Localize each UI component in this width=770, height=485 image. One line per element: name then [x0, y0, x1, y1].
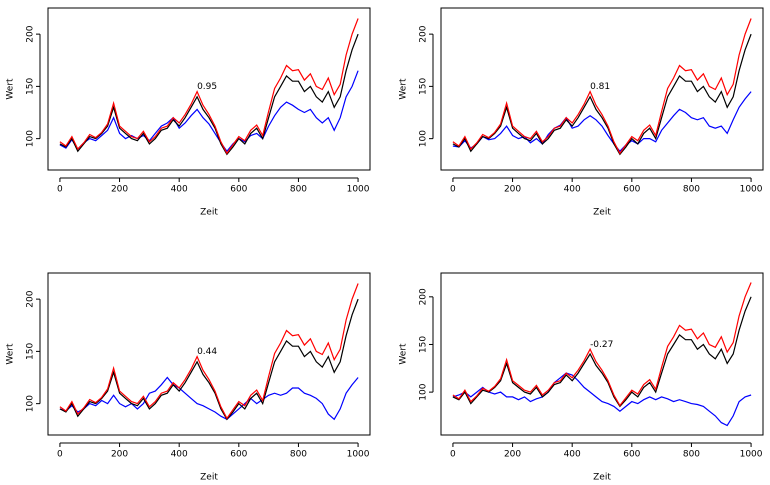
x-axis-label: Zeit [593, 208, 611, 218]
series-line [59, 298, 359, 421]
y-tick-label: 200 [26, 25, 36, 42]
y-tick-label: 100 [26, 130, 36, 147]
panel: 0 200 400 600 800 1000 100 150 200 Zeit Wert 0.81 [399, 7, 764, 218]
annotation: 0.95 [197, 82, 217, 92]
y-tick-label: 100 [419, 383, 429, 400]
x-axis-label: Zeit [593, 473, 611, 483]
y-axis-label: Wert [6, 78, 16, 100]
series-line [452, 91, 752, 153]
series-line [59, 18, 359, 155]
panel: 0 200 400 600 800 1000 100 150 200 Zeit Wert 0.95 [6, 7, 371, 218]
series-line [452, 372, 752, 427]
y-tick-label: 150 [26, 78, 36, 95]
x-tick-label: 600 [623, 450, 640, 460]
panel: 0 200 400 600 800 1000 100 150 200 Zeit Wert 0.44 [6, 272, 371, 483]
series-line [452, 18, 752, 155]
series-line [452, 296, 752, 408]
series-line [59, 70, 359, 153]
x-tick-label: 0 [450, 185, 456, 195]
x-tick-label: 400 [564, 450, 581, 460]
y-tick-label: 100 [419, 130, 429, 147]
x-tick-label: 0 [57, 185, 63, 195]
x-axis-label: Zeit [200, 473, 218, 483]
y-tick-label: 150 [419, 336, 429, 353]
x-tick-label: 800 [290, 185, 307, 195]
plot-box [440, 7, 764, 171]
series-line [59, 376, 359, 421]
y-axis-label: Wert [399, 78, 409, 100]
x-tick-label: 400 [171, 185, 188, 195]
x-tick-label: 200 [111, 450, 128, 460]
y-axis-label: Wert [399, 343, 409, 365]
y-axis-label: Wert [6, 343, 16, 365]
x-tick-label: 1000 [740, 185, 763, 195]
series-line [452, 33, 752, 156]
x-tick-label: 600 [230, 185, 247, 195]
plot-box [47, 7, 371, 171]
annotation: 0.81 [590, 82, 610, 92]
x-axis-label: Zeit [200, 208, 218, 218]
x-tick-label: 800 [290, 450, 307, 460]
x-tick-label: 0 [450, 450, 456, 460]
panel: 0 200 400 600 800 1000 100 150 200 Zeit Wert -0.27 [399, 272, 764, 483]
x-tick-label: 1000 [347, 185, 370, 195]
annotation: -0.27 [590, 340, 613, 350]
x-tick-label: 600 [230, 450, 247, 460]
x-tick-label: 800 [683, 450, 700, 460]
y-tick-label: 150 [419, 78, 429, 95]
y-tick-label: 200 [26, 290, 36, 307]
x-tick-label: 200 [111, 185, 128, 195]
x-tick-label: 400 [171, 450, 188, 460]
x-tick-label: 600 [623, 185, 640, 195]
x-tick-label: 1000 [740, 450, 763, 460]
x-tick-label: 200 [504, 450, 521, 460]
x-tick-label: 1000 [347, 450, 370, 460]
plot-box [47, 272, 371, 436]
series-line [452, 282, 752, 407]
series-line [59, 283, 359, 420]
y-tick-label: 150 [26, 343, 36, 360]
y-tick-label: 100 [26, 395, 36, 412]
x-tick-label: 0 [57, 450, 63, 460]
y-tick-label: 200 [419, 25, 429, 42]
y-tick-label: 200 [419, 288, 429, 305]
x-tick-label: 400 [564, 185, 581, 195]
plot-box [440, 272, 764, 436]
annotation: 0.44 [197, 347, 217, 357]
series-line [59, 33, 359, 156]
x-tick-label: 800 [683, 185, 700, 195]
x-tick-label: 200 [504, 185, 521, 195]
